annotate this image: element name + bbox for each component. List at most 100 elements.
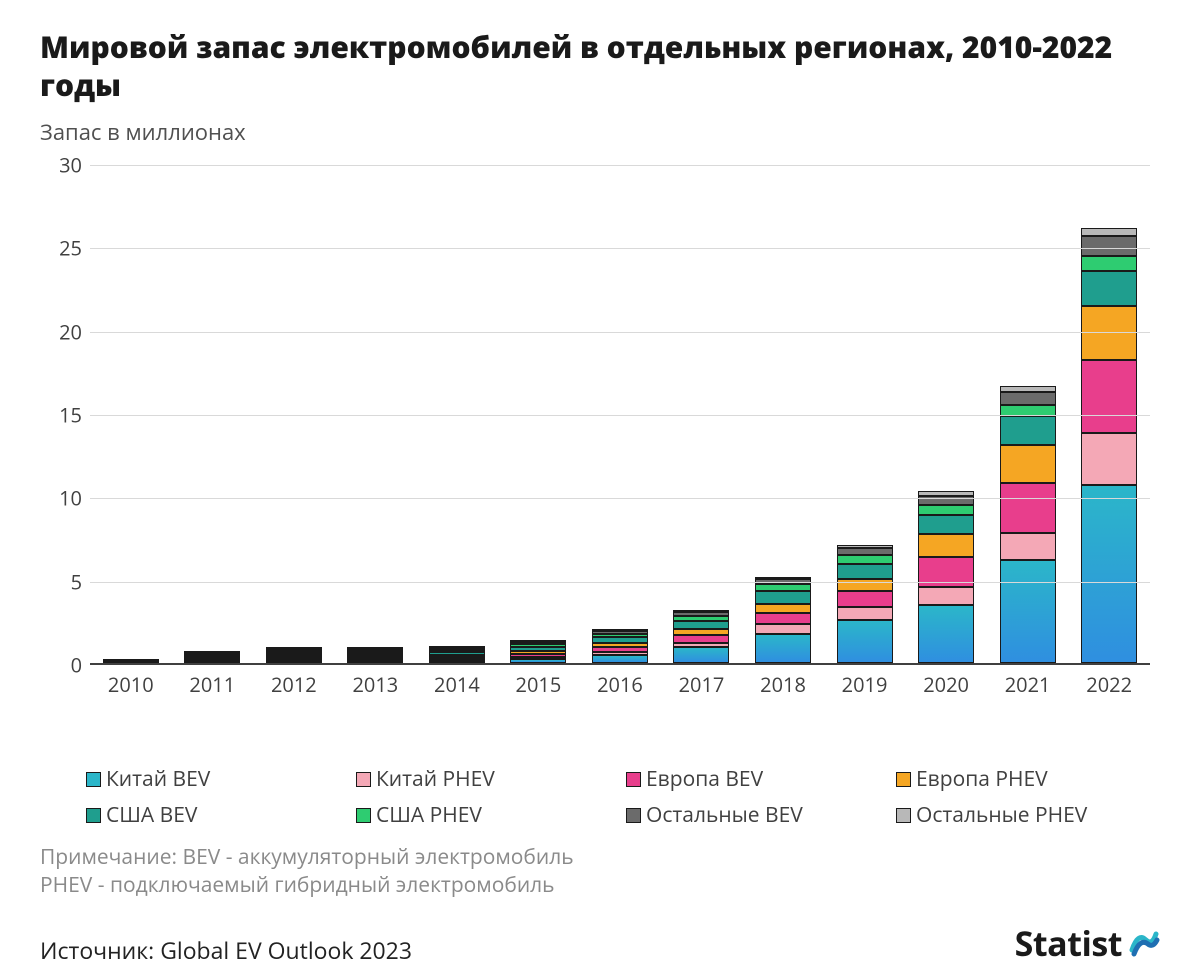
- chart-area: 051015202530 201020112012201320142015201…: [40, 165, 1160, 705]
- bar-segment-china_phev: [1000, 533, 1056, 560]
- y-tick-label: 30: [40, 152, 82, 179]
- bar-column: [592, 629, 648, 663]
- legend: Китай BEV Китай PHEV Европа BEV Европа PHEV…: [86, 765, 1160, 829]
- legend-label: США BEV: [106, 801, 197, 829]
- bar-segment-china_bev: [592, 655, 648, 663]
- x-tick-label: 2021: [1000, 671, 1056, 698]
- bar-segment-other_bev: [1081, 236, 1137, 256]
- bar-column: [1000, 386, 1056, 663]
- legend-swatch: [626, 808, 641, 823]
- bar-segment-china_bev: [918, 605, 974, 664]
- legend-item: Остальные BEV: [626, 801, 886, 829]
- bar-segment-china_bev: [1000, 560, 1056, 663]
- bar-segment-china_bev: [429, 661, 485, 663]
- bar-column: [918, 491, 974, 663]
- bar-segment-china_phev: [837, 607, 893, 620]
- x-tick-label: 2020: [918, 671, 974, 698]
- gridline: [90, 582, 1150, 583]
- bar-segment-usa_bev: [1081, 271, 1137, 306]
- bar-segment-europe_phev: [837, 579, 893, 592]
- y-tick-label: 20: [40, 318, 82, 345]
- bar-segment-usa_bev: [755, 591, 811, 604]
- bar-column: [266, 647, 322, 663]
- legend-item: Остальные PHEV: [896, 801, 1156, 829]
- bar-segment-other_bev: [1000, 392, 1056, 405]
- x-tick-label: 2010: [103, 671, 159, 698]
- gridline: [90, 248, 1150, 249]
- bar-segment-china_bev: [184, 661, 240, 663]
- y-tick-label: 15: [40, 402, 82, 429]
- bars-container: [90, 165, 1150, 663]
- legend-label: Европа BEV: [646, 765, 763, 793]
- chart-title: Мировой запас электромобилей в отдельных…: [40, 28, 1160, 103]
- chart-subtitle: Запас в миллионах: [40, 117, 1160, 147]
- bar-column: [1081, 228, 1137, 663]
- legend-label: США PHEV: [376, 801, 482, 829]
- bar-segment-europe_phev: [755, 604, 811, 613]
- bar-column: [184, 651, 240, 663]
- bar-segment-china_bev: [510, 659, 566, 663]
- legend-swatch: [896, 808, 911, 823]
- bar-segment-europe_bev: [673, 635, 729, 643]
- bar-segment-china_phev: [918, 587, 974, 604]
- footnote: Примечание: BEV - аккумуляторный электро…: [40, 843, 1160, 900]
- bar-segment-china_bev: [266, 661, 322, 663]
- bar-segment-europe_bev: [755, 613, 811, 625]
- legend-label: Китай BEV: [106, 765, 210, 793]
- x-tick-label: 2015: [510, 671, 566, 698]
- gridline: [90, 165, 1150, 166]
- legend-swatch: [86, 772, 101, 787]
- bar-segment-china_bev: [673, 647, 729, 663]
- x-tick-label: 2022: [1081, 671, 1137, 698]
- bar-segment-china_bev: [837, 620, 893, 663]
- legend-label: Остальные BEV: [646, 801, 803, 829]
- bar-column: [837, 545, 893, 663]
- x-axis-labels: 2010201120122013201420152016201720182019…: [90, 671, 1150, 698]
- legend-item: США BEV: [86, 801, 346, 829]
- bar-segment-europe_phev: [1000, 445, 1056, 483]
- bar-segment-europe_bev: [103, 661, 159, 663]
- legend-swatch: [86, 808, 101, 823]
- gridline: [90, 498, 1150, 499]
- y-tick-label: 0: [40, 652, 82, 679]
- bar-segment-europe_bev: [1081, 360, 1137, 433]
- bar-segment-china_bev: [755, 634, 811, 664]
- footnote-line-1: Примечание: BEV - аккумуляторный электро…: [40, 843, 1160, 871]
- legend-item: Китай BEV: [86, 765, 346, 793]
- brand-name: Statist: [1015, 920, 1122, 966]
- bar-segment-usa_bev: [673, 621, 729, 629]
- brand-logo: Statist: [1015, 920, 1160, 966]
- bar-segment-other_bev: [918, 496, 974, 505]
- x-tick-label: 2018: [755, 671, 811, 698]
- footer: Источник: Global EV Outlook 2023 Statist: [40, 920, 1160, 966]
- bar-segment-europe_phev: [918, 534, 974, 558]
- bar-segment-usa_phev: [837, 555, 893, 563]
- y-tick-label: 25: [40, 235, 82, 262]
- x-tick-label: 2013: [347, 671, 403, 698]
- x-tick-label: 2012: [266, 671, 322, 698]
- legend-swatch: [626, 772, 641, 787]
- bar-segment-china_bev: [347, 661, 403, 663]
- y-tick-label: 5: [40, 568, 82, 595]
- bar-column: [103, 659, 159, 663]
- y-tick-label: 10: [40, 485, 82, 512]
- legend-item: Китай PHEV: [356, 765, 616, 793]
- bar-column: [673, 610, 729, 663]
- gridline: [90, 332, 1150, 333]
- bar-segment-usa_phev: [1081, 256, 1137, 271]
- legend-label: Европа PHEV: [916, 765, 1048, 793]
- bar-column: [347, 647, 403, 663]
- bar-segment-china_phev: [755, 624, 811, 633]
- legend-label: Китай PHEV: [376, 765, 495, 793]
- bar-segment-europe_bev: [1000, 483, 1056, 533]
- bar-segment-usa_bev: [918, 515, 974, 534]
- bar-column: [755, 577, 811, 663]
- brand-icon: [1126, 926, 1160, 960]
- plot-area: [90, 165, 1150, 665]
- bar-segment-china_bev: [1081, 485, 1137, 663]
- bar-segment-usa_phev: [755, 584, 811, 591]
- bar-segment-europe_bev: [918, 557, 974, 587]
- bar-segment-usa_bev: [837, 564, 893, 579]
- gridline: [90, 415, 1150, 416]
- x-tick-label: 2016: [592, 671, 648, 698]
